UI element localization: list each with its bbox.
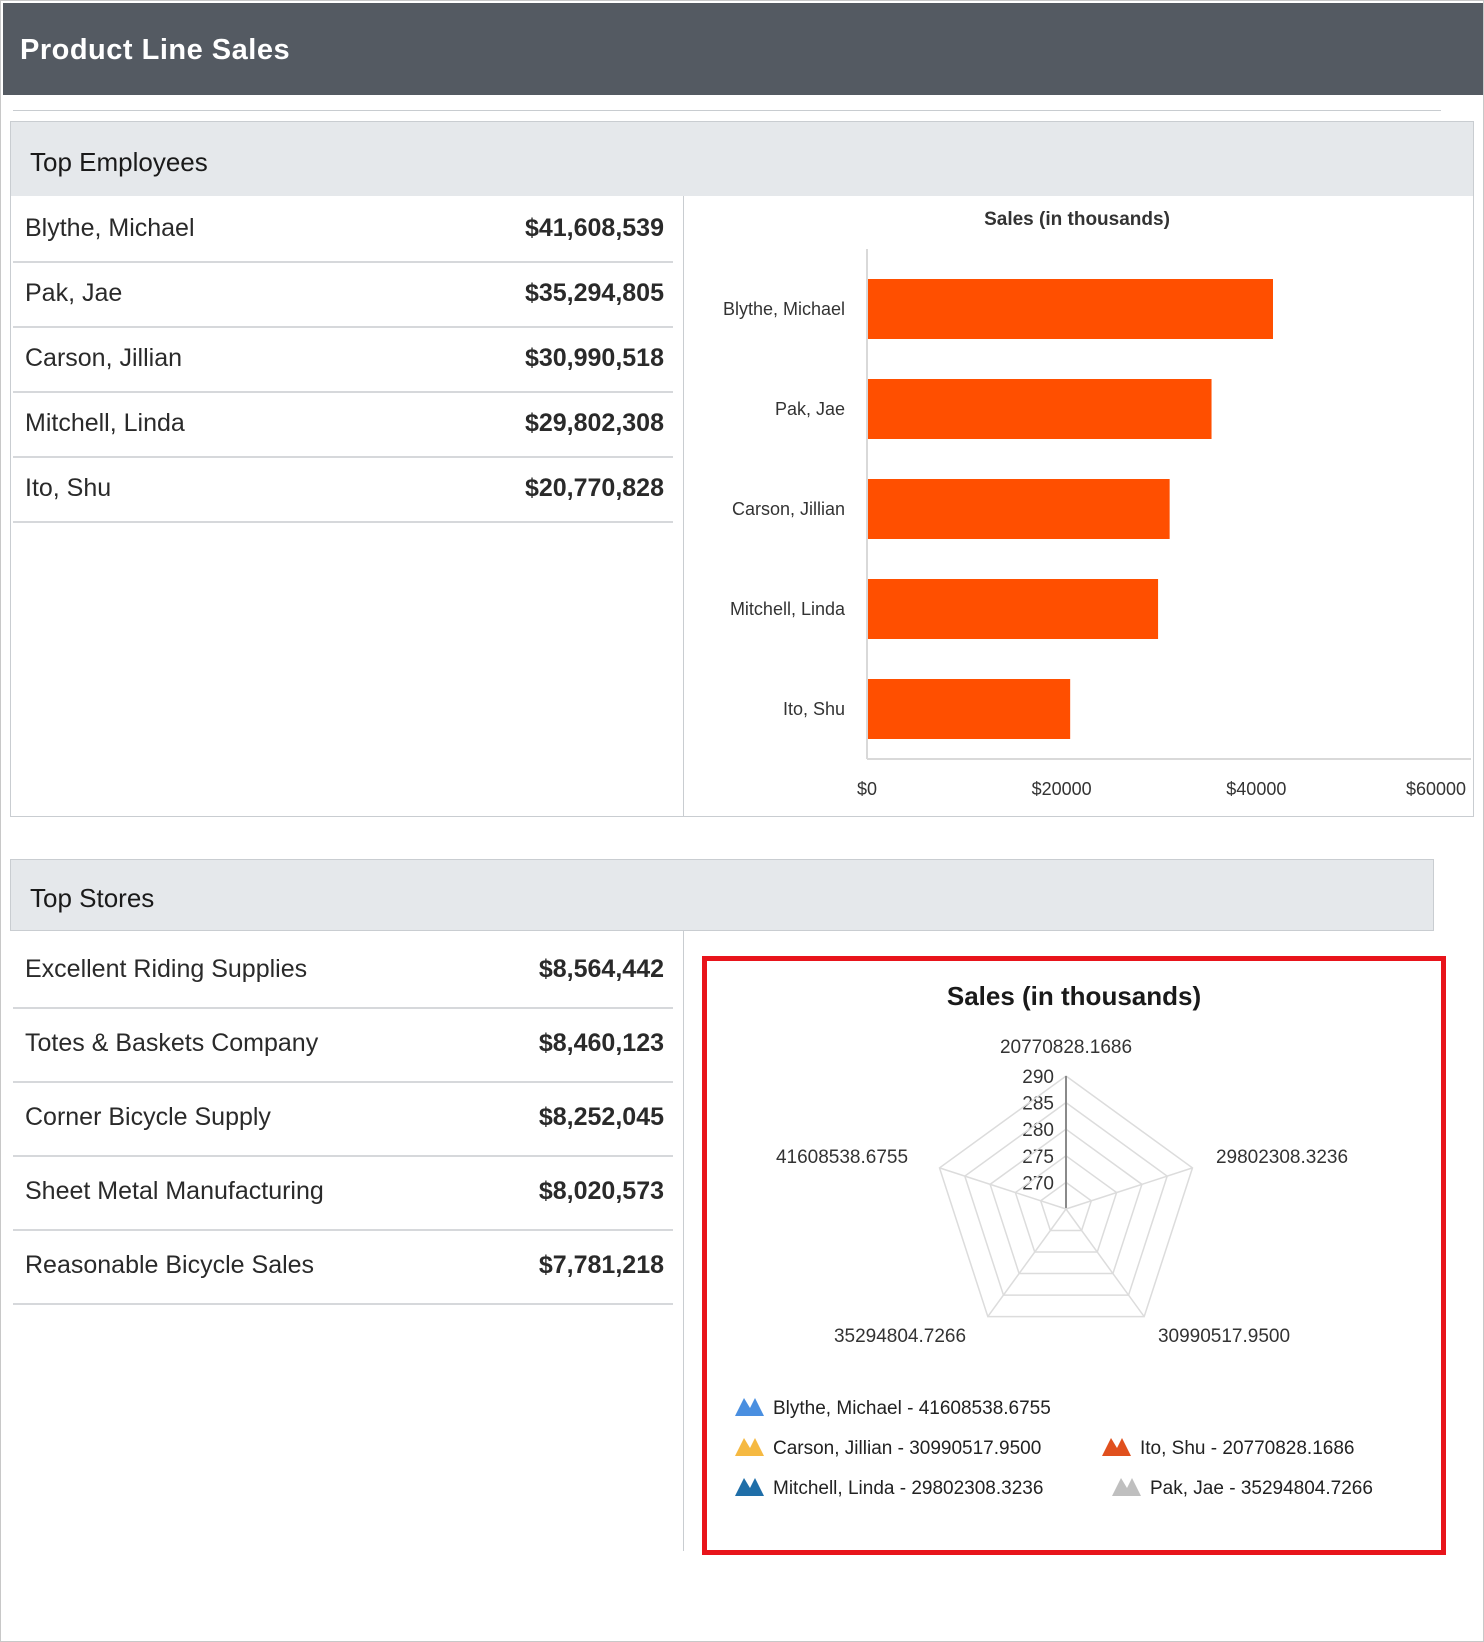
bar — [868, 279, 1273, 339]
radar-chart-highlight: Sales (in thousands) 270 275 280 285 290 2077… — [702, 956, 1446, 1555]
bar-x-tick-label: $40000 — [1226, 779, 1286, 799]
employee-name: Pak, Jae — [25, 279, 123, 307]
radar-axis-label: 29802308.3236 — [1216, 1147, 1348, 1168]
bar-chart-title: Sales (in thousands) — [984, 209, 1170, 230]
store-row: Excellent Riding Supplies $8,564,442 — [13, 935, 673, 1009]
employees-panel-title: Top Employees — [30, 147, 208, 177]
legend-label: Carson, Jillian - 30990517.9500 — [773, 1438, 1041, 1459]
bar — [868, 479, 1170, 539]
legend-label: Ito, Shu - 20770828.1686 — [1140, 1438, 1354, 1459]
radar-chart-title: Sales (in thousands) — [947, 981, 1201, 1011]
bar-x-tick-label: $60000 — [1406, 779, 1466, 799]
radar-radial-tick-label: 275 — [1022, 1147, 1054, 1168]
store-name: Sheet Metal Manufacturing — [25, 1177, 324, 1205]
radar-radial-tick-label: 290 — [1022, 1067, 1054, 1088]
employees-panel-header: Top Employees — [10, 121, 1474, 197]
store-name: Excellent Riding Supplies — [25, 955, 308, 983]
stores-panel-header: Top Stores — [10, 859, 1434, 931]
radar-axis-line — [1065, 1167, 1193, 1210]
employees-divider — [683, 196, 684, 816]
bar — [868, 679, 1071, 739]
bar-x-tick-label: $0 — [857, 779, 877, 799]
store-row: Reasonable Bicycle Sales $7,781,218 — [13, 1231, 673, 1305]
employee-row: Blythe, Michael $41,608,539 — [13, 198, 673, 263]
store-name: Corner Bicycle Supply — [25, 1103, 271, 1131]
radar-axis-line — [939, 1167, 1067, 1210]
store-sales-value: $8,252,045 — [538, 1103, 664, 1131]
radar-axis-line — [987, 1208, 1067, 1318]
legend-swatch-icon — [735, 1438, 764, 1456]
legend-swatch-icon — [735, 1478, 764, 1496]
radar-axis-label: 41608538.6755 — [776, 1147, 908, 1168]
radar-radial-tick-label: 280 — [1022, 1120, 1054, 1141]
radar-radial-tick-label: 285 — [1022, 1094, 1054, 1115]
radar-gridline — [963, 1101, 1169, 1296]
radar-radial-tick-label: 270 — [1022, 1173, 1054, 1194]
employee-name: Blythe, Michael — [25, 214, 195, 242]
legend-swatch-icon — [1102, 1438, 1131, 1456]
header-divider — [13, 110, 1441, 111]
radar-gridline — [938, 1075, 1194, 1318]
store-row: Totes & Baskets Company $8,460,123 — [13, 1009, 673, 1083]
employee-row: Ito, Shu $20,770,828 — [13, 458, 673, 523]
store-sales-value: $7,781,218 — [538, 1251, 664, 1279]
employee-name: Ito, Shu — [25, 474, 112, 502]
store-row: Corner Bicycle Supply $8,252,045 — [13, 1083, 673, 1157]
store-name: Totes & Baskets Company — [25, 1029, 319, 1057]
employee-sales-bar-chart: Sales (in thousands) Blythe, Michael Pak,… — [723, 209, 1471, 799]
store-row: Sheet Metal Manufacturing $8,020,573 — [13, 1157, 673, 1231]
radar-axis-label: 20770828.1686 — [1000, 1037, 1132, 1058]
legend-label: Pak, Jae - 35294804.7266 — [1150, 1478, 1373, 1499]
employee-sales-value: $35,294,805 — [524, 279, 664, 307]
employee-sales-value: $41,608,539 — [524, 214, 664, 242]
radar-gridline — [1039, 1181, 1093, 1232]
radar-axis-label: 35294804.7266 — [834, 1326, 966, 1347]
app-title: Product Line Sales — [20, 34, 291, 66]
legend-swatch-icon — [735, 1398, 764, 1416]
legend-label: Mitchell, Linda - 29802308.3236 — [773, 1478, 1043, 1499]
legend-swatch-icon — [1112, 1478, 1141, 1496]
store-name: Reasonable Bicycle Sales — [25, 1251, 315, 1279]
radar-axis-label: 30990517.9500 — [1158, 1326, 1290, 1347]
radar-axis-line — [1065, 1208, 1145, 1318]
employee-sales-value: $20,770,828 — [524, 474, 664, 502]
bar-category-label: Pak, Jae — [775, 399, 845, 419]
bar — [868, 579, 1159, 639]
bar-category-label: Ito, Shu — [783, 699, 845, 719]
bar-x-tick-label: $20000 — [1032, 779, 1092, 799]
bar-category-label: Carson, Jillian — [732, 499, 845, 519]
store-sales-value: $8,020,573 — [538, 1177, 664, 1205]
store-sales-value: $8,564,442 — [538, 955, 664, 983]
app-header: Product Line Sales — [3, 3, 1483, 95]
employee-row: Mitchell, Linda $29,802,308 — [13, 393, 673, 458]
bar — [868, 379, 1212, 439]
stores-panel-title: Top Stores — [30, 883, 155, 913]
employee-row: Carson, Jillian $30,990,518 — [13, 328, 673, 393]
radar-gridline — [989, 1128, 1143, 1275]
bar-category-label: Blythe, Michael — [723, 299, 845, 319]
employee-sales-value: $30,990,518 — [524, 344, 664, 372]
stores-divider — [683, 931, 684, 1551]
employee-sales-value: $29,802,308 — [524, 409, 664, 437]
bar-category-label: Mitchell, Linda — [730, 599, 846, 619]
employee-name: Mitchell, Linda — [25, 409, 185, 437]
store-sales-value: $8,460,123 — [538, 1029, 664, 1057]
radar-gridline — [1014, 1154, 1118, 1253]
employee-sales-radar-chart: Sales (in thousands) 270 275 280 285 290 2077… — [735, 981, 1373, 1499]
employee-row: Pak, Jae $35,294,805 — [13, 263, 673, 328]
legend-label: Blythe, Michael - 41608538.6755 — [773, 1398, 1051, 1419]
employee-name: Carson, Jillian — [25, 344, 183, 372]
